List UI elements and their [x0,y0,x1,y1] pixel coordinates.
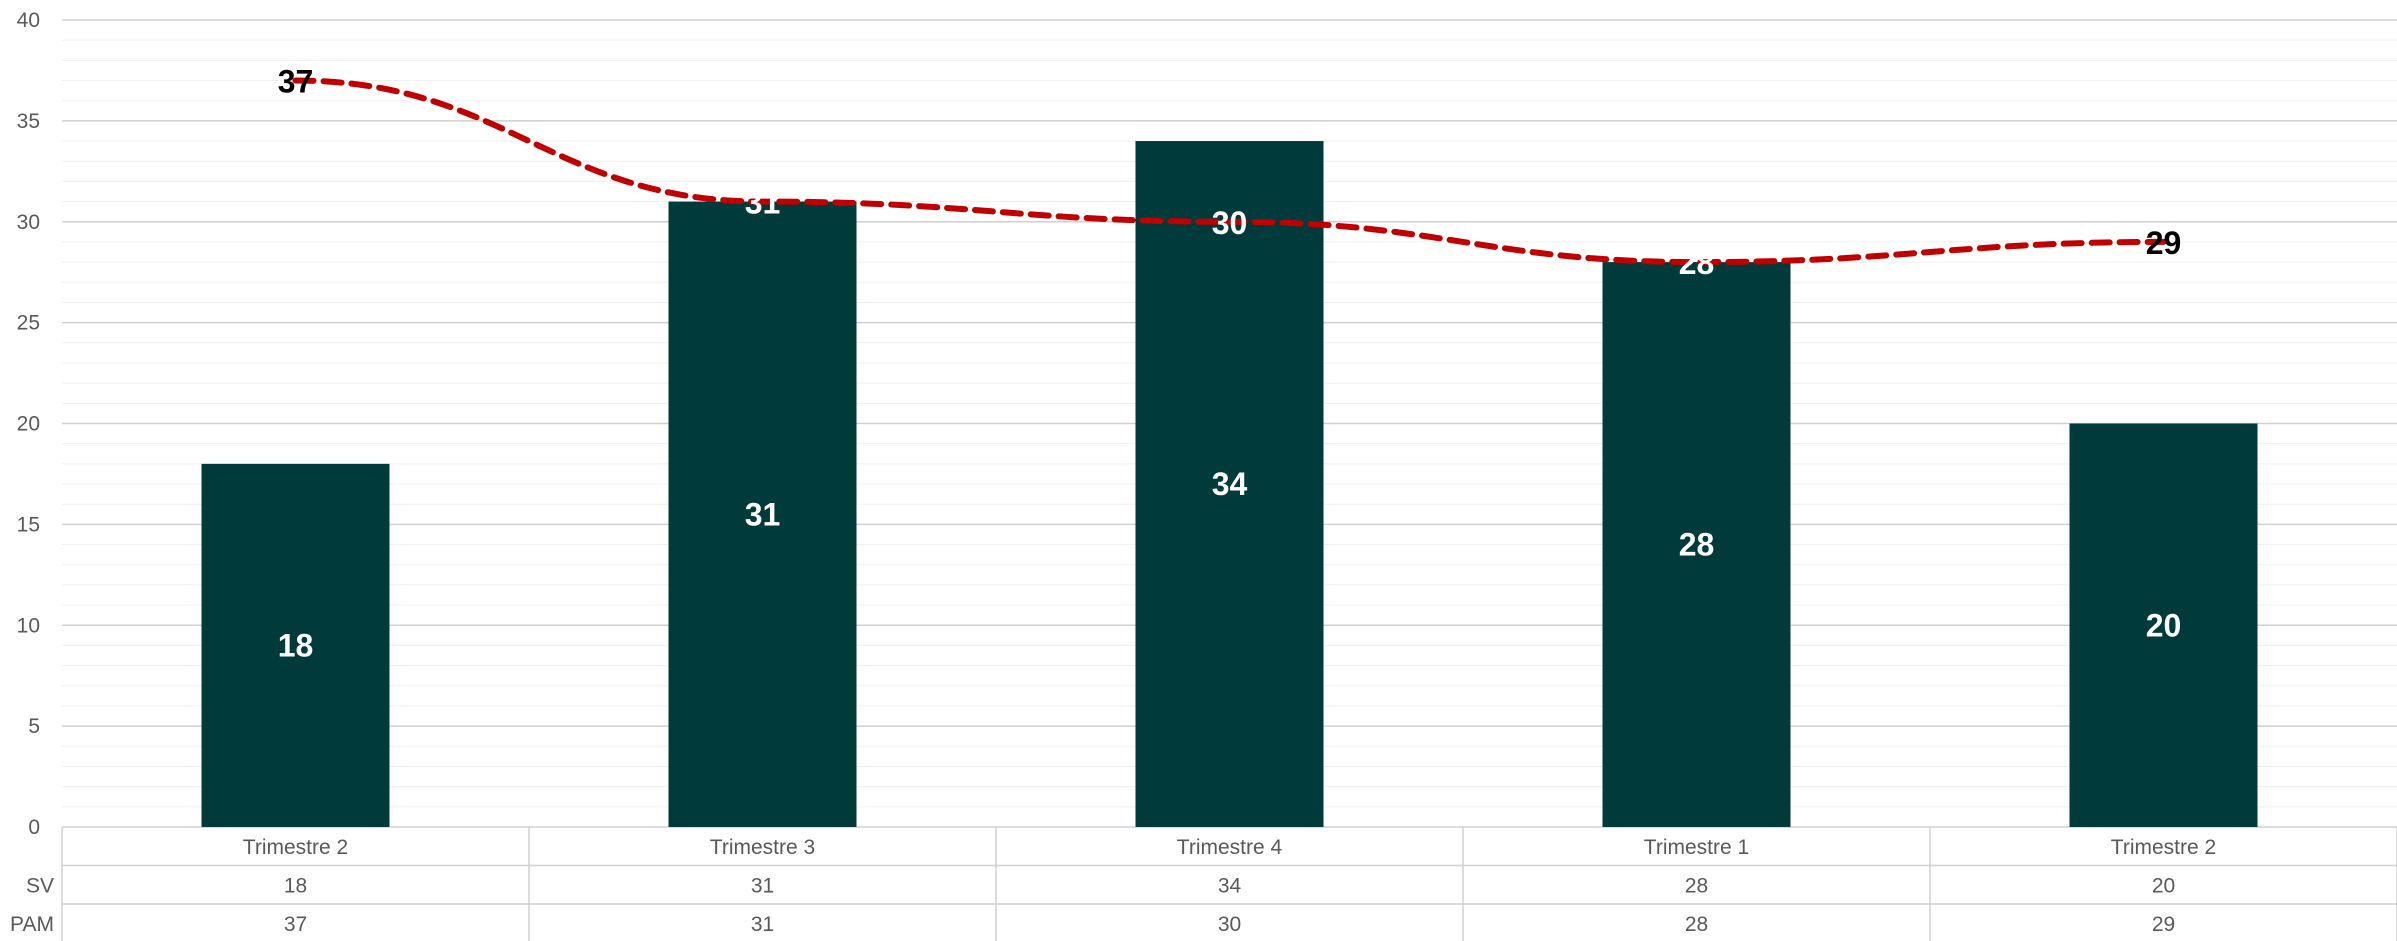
y-tick-label: 20 [17,413,40,436]
table-cell: 28 [1685,913,1708,936]
y-tick-label: 0 [28,816,40,839]
line-data-label: 37 [278,64,314,100]
category-label: Trimestre 2 [243,836,348,859]
table-cell: 29 [2152,913,2175,936]
bar-series [201,141,2258,828]
table-cell: 20 [2152,875,2175,898]
table-cell: 18 [284,875,307,898]
series-name-label: SV [26,875,54,898]
bar-data-label: 20 [2146,607,2182,643]
table-cell: 37 [284,913,307,936]
bar-data-labels: 18 31 34 28 20 [278,466,2182,663]
y-tick-label: 15 [17,513,40,536]
line-data-label: 30 [1212,205,1248,241]
line-data-label: 28 [1679,245,1715,281]
bar [1135,141,1324,828]
table-cell: 34 [1218,875,1242,898]
y-tick-label: 5 [28,715,40,738]
line-data-labels: 37 31 30 28 29 [278,64,2182,282]
table-cell: 28 [1685,875,1708,898]
series-name-label: PAM [10,913,54,936]
bar-data-label: 28 [1679,527,1715,563]
bar-data-label: 31 [745,496,781,532]
bar [1602,262,1791,828]
table-cell: 31 [751,875,774,898]
bar [2069,423,2258,827]
category-label: Trimestre 3 [710,836,815,859]
bar-data-label: 18 [278,627,314,663]
category-label: Trimestre 2 [2111,836,2216,859]
line-path [292,77,2167,266]
data-table: Trimestre 2 Trimestre 3 Trimestre 4 Trimest… [10,827,2397,941]
y-tick-label: 40 [17,9,40,32]
y-tick-label: 25 [17,312,40,335]
bar [201,463,390,827]
line-series [292,77,2167,266]
category-label: Trimestre 4 [1177,836,1283,859]
table-cell: 31 [751,913,774,936]
y-tick-label: 10 [17,614,40,637]
line-data-label: 31 [745,185,781,221]
bar [668,201,857,827]
y-tick-label: 30 [17,211,40,234]
table-cell: 30 [1218,913,1241,936]
category-label: Trimestre 1 [1644,836,1749,859]
bar-data-label: 34 [1212,466,1248,502]
y-axis: 0 5 10 15 20 25 30 35 40 [17,9,40,839]
line-data-label: 29 [2146,225,2182,261]
y-tick-label: 35 [17,110,40,133]
